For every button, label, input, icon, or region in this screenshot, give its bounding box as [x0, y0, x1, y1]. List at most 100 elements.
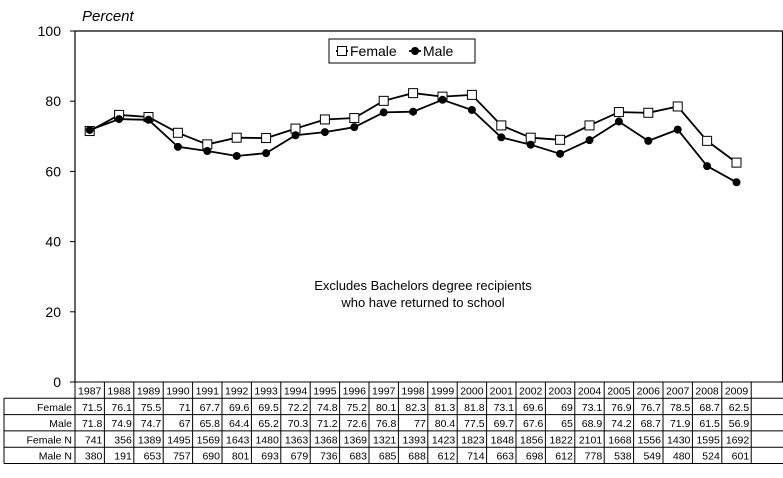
data-point-female — [172, 127, 183, 138]
table-cell: 81.8 — [464, 402, 485, 414]
table-cell: 69.6 — [229, 402, 250, 414]
table-cell: 1822 — [549, 434, 573, 446]
legend-label-female: Female — [350, 43, 397, 59]
data-point-female — [378, 95, 389, 106]
x-tick-label: 2002 — [519, 386, 543, 398]
table-cell: 61.5 — [699, 418, 720, 430]
data-point-female — [584, 120, 595, 131]
table-cell: 74.9 — [111, 418, 132, 430]
table-cell: 69.5 — [258, 402, 279, 414]
table-cell: 736 — [320, 451, 338, 463]
table-cell: 688 — [408, 451, 426, 463]
table-cell: 71.9 — [670, 418, 691, 430]
data-point-female — [231, 132, 242, 143]
table-cell: 191 — [114, 451, 132, 463]
table-cell: 1692 — [726, 434, 750, 446]
legend: Female Male — [328, 38, 476, 64]
table-cell: 1423 — [432, 434, 456, 446]
table-cell: 1823 — [461, 434, 485, 446]
x-tick-label: 1993 — [254, 386, 278, 398]
table-row-label: Male — [49, 418, 72, 430]
table-cell: 714 — [467, 451, 485, 463]
data-point-female — [643, 107, 654, 118]
table-cell: 612 — [438, 451, 456, 463]
x-tick-label: 1996 — [343, 386, 367, 398]
table-cell: 65.2 — [258, 418, 279, 430]
table-cell: 1368 — [314, 434, 338, 446]
data-point-male — [585, 136, 594, 145]
table-cell: 480 — [673, 451, 691, 463]
table-cell: 1430 — [667, 434, 691, 446]
data-point-male — [673, 125, 682, 134]
table-cell: 679 — [291, 451, 309, 463]
table-cell: 69.6 — [523, 402, 544, 414]
note-line: Excludes Bachelors degree recipients — [314, 278, 532, 293]
table-cell: 56.9 — [729, 418, 750, 430]
data-point-male — [644, 136, 653, 145]
x-tick-label: 2000 — [460, 386, 484, 398]
data-point-male — [262, 149, 271, 158]
data-point-male — [115, 115, 124, 124]
data-point-female — [555, 134, 566, 145]
table-cell: 524 — [702, 451, 720, 463]
x-tick-label: 1992 — [225, 386, 249, 398]
table-cell: 76.7 — [641, 402, 662, 414]
data-point-female — [261, 133, 272, 144]
table-cell: 70.3 — [288, 418, 309, 430]
plot-area — [75, 30, 783, 382]
data-point-female — [349, 113, 360, 124]
table-cell: 67 — [179, 418, 191, 430]
table-row-label: Female — [37, 402, 72, 414]
table-cell: 690 — [202, 451, 220, 463]
data-point-female — [408, 88, 419, 99]
table-cell: 1556 — [638, 434, 662, 446]
table-cell: 356 — [114, 434, 132, 446]
table-cell: 538 — [614, 451, 632, 463]
legend-marker-male — [411, 47, 419, 55]
data-point-male — [203, 147, 212, 156]
y-axis: 0 20 40 60 80 100 — [38, 23, 76, 390]
data-point-male — [732, 178, 741, 187]
data-point-male — [703, 162, 712, 171]
table-cell: 73.1 — [494, 402, 515, 414]
x-tick-label: 2004 — [578, 386, 602, 398]
x-tick-label: 2005 — [607, 386, 631, 398]
data-point-female — [672, 101, 683, 112]
y-tick-label: 20 — [45, 304, 61, 320]
x-tick-label: 1990 — [166, 386, 190, 398]
x-tick-label: 1998 — [401, 386, 425, 398]
legend-label-male: Male — [423, 43, 454, 59]
x-tick-label: 1991 — [196, 386, 220, 398]
table-cell: 1363 — [285, 434, 309, 446]
table-cell: 78.5 — [670, 402, 691, 414]
data-point-male — [291, 131, 300, 140]
data-point-female — [319, 114, 330, 125]
x-tick-label: 2008 — [695, 386, 719, 398]
x-tick-label: 2007 — [666, 386, 690, 398]
table-cell: 683 — [349, 451, 367, 463]
table-cell: 72.6 — [347, 418, 368, 430]
table-cell: 64.4 — [229, 418, 250, 430]
data-point-male — [409, 107, 418, 116]
table-cell: 601 — [732, 451, 750, 463]
y-tick-label: 0 — [53, 374, 61, 390]
table-cell: 71.8 — [82, 418, 103, 430]
table-cell: 74.8 — [317, 402, 338, 414]
series-line-female — [89, 92, 738, 164]
data-point-male — [438, 95, 447, 104]
table-cell: 68.7 — [641, 418, 662, 430]
x-tick-label: 1988 — [107, 386, 131, 398]
y-tick-label: 60 — [45, 163, 61, 179]
table-cell: 77.5 — [464, 418, 485, 430]
data-point-male — [232, 151, 241, 160]
x-tick-label: 2001 — [490, 386, 514, 398]
table-cell: 1389 — [138, 434, 162, 446]
data-point-male — [467, 105, 476, 114]
table-cell: 67.6 — [523, 418, 544, 430]
x-tick-label: 2006 — [637, 386, 661, 398]
table-cell: 1569 — [197, 434, 221, 446]
y-tick-label: 100 — [38, 23, 62, 39]
table-cell: 67.7 — [200, 402, 221, 414]
table-cell: 73.1 — [582, 402, 603, 414]
